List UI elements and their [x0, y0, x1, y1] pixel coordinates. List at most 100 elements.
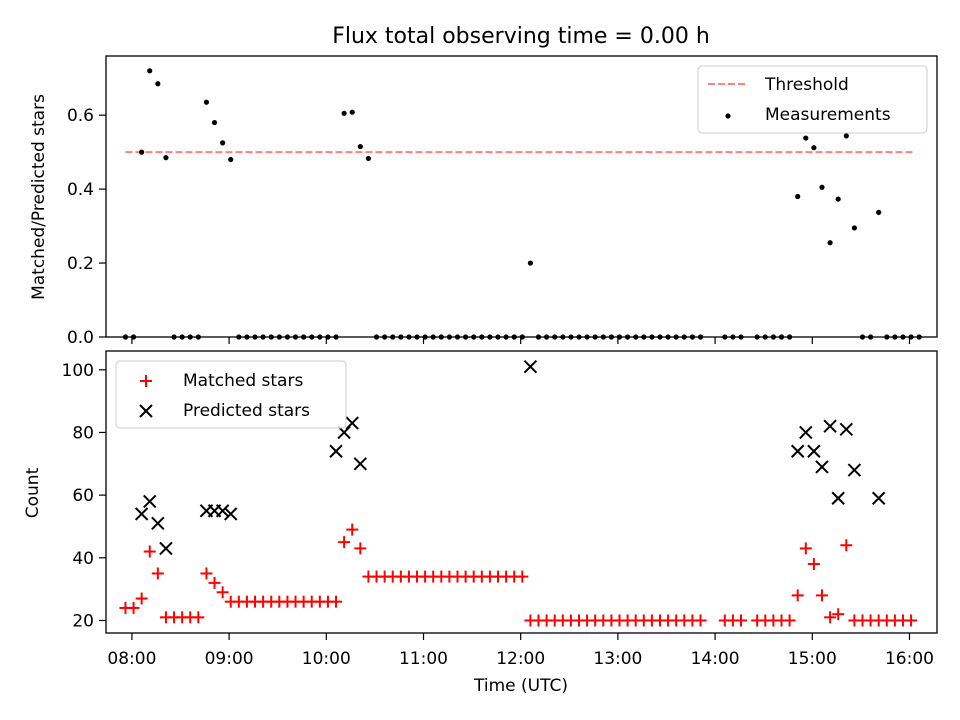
x-tick-label: 11:00 [399, 649, 448, 669]
matched-star-point [799, 542, 812, 555]
measurement-point [795, 193, 801, 200]
x-tick-label: 16:00 [885, 649, 934, 669]
bottom-panel: 20 40 60 80 100 08:00 09:00 10:00 11:00 12:00 13:… [23, 350, 938, 696]
measurement-point [155, 81, 161, 87]
matched-star-point [815, 589, 828, 602]
x-axis-label: Time (UTC) [473, 676, 568, 696]
matched-star-point [905, 614, 918, 627]
measurement-point [835, 196, 841, 202]
measurement-point [827, 240, 833, 246]
matched-star-point [216, 586, 229, 599]
bottom-plot-marks [119, 359, 918, 627]
matched-legend-swatch [140, 375, 152, 387]
legend-threshold-label: Threshold [764, 75, 849, 95]
predicted-star-point [523, 359, 538, 374]
measurement-point [527, 260, 534, 266]
predicted-star-point [839, 422, 853, 437]
bottom-y-tick-label: 20 [72, 611, 94, 631]
bottom-x-ticks: 08:00 09:00 10:00 11:00 12:00 13:00 14:00 15:00… [107, 633, 934, 669]
measurement-point [803, 135, 809, 141]
measurement-point [349, 109, 355, 115]
predicted-star-point [353, 457, 368, 471]
predicted-star-point [215, 504, 230, 518]
matched-star-point [824, 611, 837, 624]
top-legend-box [697, 65, 928, 134]
measurement-point [147, 68, 153, 74]
x-tick-label: 10:00 [302, 649, 351, 669]
bottom-y-axis-label: Count [23, 467, 43, 518]
chart-title: Flux total observing time = 0.00 h [332, 24, 710, 49]
measurement-point [876, 209, 882, 215]
measurement-point [163, 155, 169, 161]
top-y-axis-label: Matched/Predicted stars [29, 94, 49, 300]
legend-measurements-label: Measurements [765, 105, 891, 125]
predicted-star-point [159, 541, 173, 556]
measurement-point [139, 149, 145, 155]
bottom-y-tick-label: 80 [72, 423, 94, 443]
predicted-star-point [807, 444, 821, 458]
matched-star-point [135, 592, 148, 605]
bottom-y-tick-label: 60 [72, 486, 94, 506]
top-y-tick-label: 0.2 [67, 254, 94, 274]
top-axes-frame [105, 55, 938, 338]
predicted-star-point [790, 444, 805, 458]
bottom-y-ticks: 20 40 60 80 100 [62, 361, 106, 631]
measurement-point [811, 145, 817, 151]
top-y-tick-label: 0.0 [67, 328, 94, 348]
bottom-y-tick-label: 100 [62, 361, 94, 381]
predicted-star-point [799, 425, 813, 440]
bottom-y-tick-label: 40 [72, 549, 94, 569]
matched-star-point [783, 614, 796, 627]
predicted-star-point [871, 491, 886, 505]
measurement-point [851, 225, 857, 231]
matched-star-point [734, 614, 747, 627]
matched-star-point [832, 608, 845, 621]
matched-star-point [346, 523, 359, 536]
top-x-tick-marks [131, 337, 911, 344]
top-legend: Threshold Measurements [697, 65, 928, 134]
bottom-legend: Matched stars Predicted stars [115, 360, 347, 429]
matched-star-point [694, 614, 707, 627]
bottom-legend-box [115, 360, 347, 429]
matched-star-point [791, 589, 804, 602]
predicted-star-point [345, 416, 359, 430]
predicted-legend-swatch [139, 404, 153, 418]
x-tick-label: 13:00 [593, 649, 642, 669]
top-y-tick-label: 0.4 [67, 180, 94, 200]
predicted-star-point [224, 507, 238, 521]
measurement-point [220, 140, 226, 146]
matched-star-point [516, 570, 529, 583]
matched-star-point [151, 567, 164, 580]
matched-star-point [338, 536, 351, 549]
top-y-ticks: 0.0 0.2 0.4 0.6 [67, 106, 106, 348]
predicted-star-point [823, 419, 837, 433]
x-tick-label: 14:00 [691, 649, 740, 669]
top-panel: 0.0 0.2 0.4 0.6 Matched/Predicted stars Thr… [29, 55, 938, 348]
x-tick-label: 15:00 [788, 649, 837, 669]
measurement-point [228, 156, 234, 163]
predicted-star-point [831, 491, 845, 505]
measurement-point [819, 184, 825, 190]
predicted-star-point [847, 463, 862, 477]
measurement-point [341, 110, 347, 116]
measurement-point [203, 99, 210, 105]
legend-predicted-label: Predicted stars [183, 401, 310, 421]
predicted-star-point [151, 516, 165, 531]
matched-star-point [208, 576, 221, 589]
x-tick-label: 09:00 [205, 649, 254, 669]
matched-star-point [192, 611, 205, 624]
matched-star-point [354, 542, 367, 555]
matched-star-point [840, 539, 853, 552]
predicted-star-point [815, 460, 829, 474]
bottom-axes-frame [105, 350, 938, 634]
predicted-star-point [329, 444, 343, 458]
x-tick-label: 12:00 [496, 649, 545, 669]
matched-star-point [200, 567, 213, 580]
predicted-star-point [134, 507, 149, 521]
measurements-legend-swatch [725, 113, 731, 119]
top-y-tick-label: 0.6 [67, 106, 94, 126]
measurement-point [357, 143, 363, 150]
matched-star-point [807, 558, 820, 571]
measurement-point [365, 155, 372, 162]
